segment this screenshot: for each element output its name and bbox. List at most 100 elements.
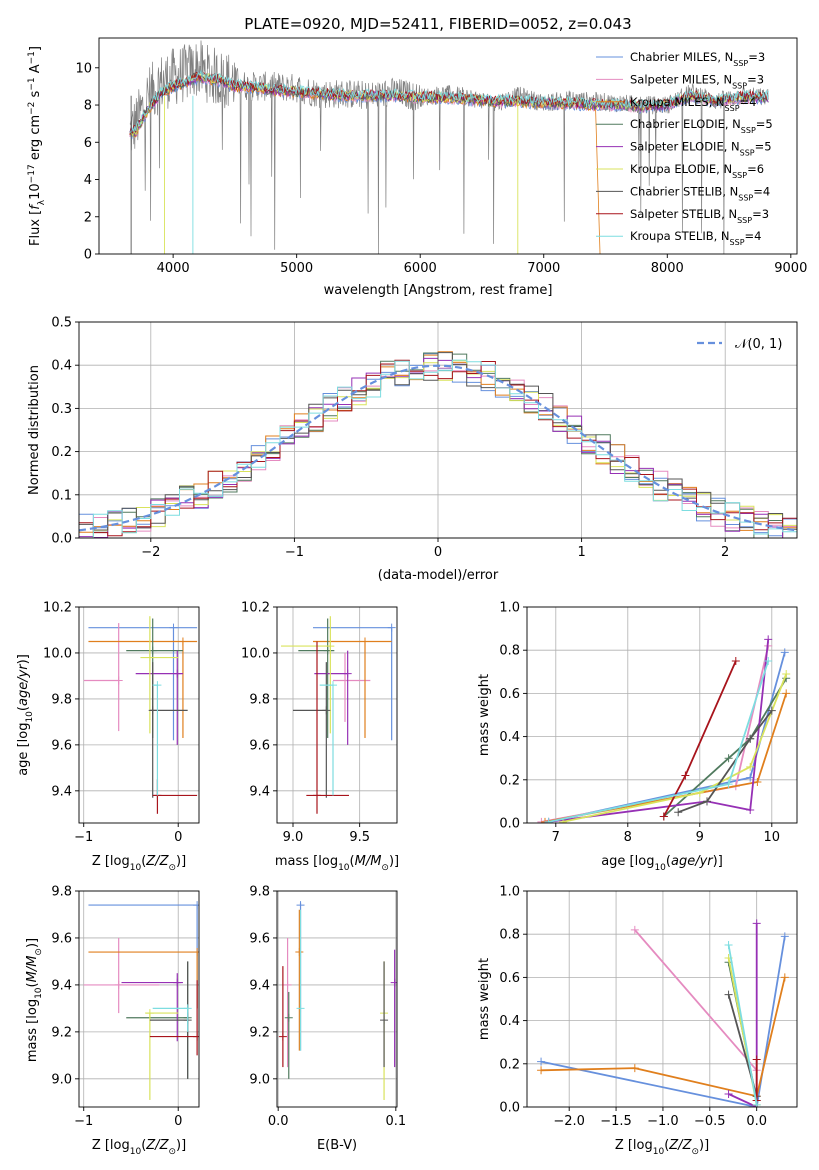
x-tick-label: 9	[696, 830, 704, 845]
weight-marker	[724, 1090, 733, 1099]
label-part: ⊙	[34, 948, 44, 956]
data-point	[148, 706, 157, 715]
y-axis-label: mass weight	[477, 674, 492, 756]
data-point	[169, 623, 178, 632]
legend-subscript: SSP	[730, 238, 745, 247]
x-tick-label: 0	[434, 545, 442, 560]
weight-marker	[752, 1055, 761, 1064]
axes-frame	[78, 890, 200, 1108]
weight-marker	[674, 808, 683, 817]
data-point	[114, 980, 123, 989]
label-part: −1	[27, 77, 37, 90]
label-part: 10	[25, 711, 35, 723]
x-tick-label: 5000	[280, 261, 313, 276]
weight-marker	[752, 919, 761, 928]
legend-entry: 𝒩(0, 1)	[735, 337, 782, 352]
legend-count: =3	[752, 207, 769, 221]
weight-marker	[753, 777, 762, 786]
plot-area	[79, 351, 797, 538]
label-part: M/M	[25, 956, 40, 983]
age-axis-label: age [log10(age/yr)]	[16, 654, 35, 776]
legend-entry: Salpeter STELIB, NSSP=3	[630, 207, 769, 225]
plot-area	[83, 616, 198, 814]
label-part: Z [log	[92, 854, 130, 869]
weight-marker	[764, 657, 773, 665]
legend-entry: Salpeter MILES, NSSP=3	[630, 72, 764, 90]
y-tick-label: 0.4	[499, 1014, 520, 1029]
legend-count: =5	[755, 140, 772, 154]
metallicity-axis-label: Z [log10(Z/Z⊙)]	[615, 1138, 709, 1157]
data-point	[284, 1013, 293, 1022]
legend-count: =3	[747, 72, 764, 86]
weight-marker	[703, 797, 711, 806]
label-part: ⊙	[168, 1147, 176, 1157]
x-tick-label: −1.5	[600, 1114, 632, 1129]
age-axis-label: age [log10(age/yr)]	[601, 854, 723, 873]
data-point	[329, 681, 337, 690]
y-tick-label: 9.2	[249, 1025, 270, 1040]
y-tick-label: 1.0	[499, 601, 520, 616]
plot-area	[278, 901, 397, 1100]
data-point	[380, 1016, 389, 1025]
legend-entry: Kroupa MILES, NSSP=4	[630, 95, 756, 113]
legend-entry: Chabrier ELODIE, NSSP=5	[630, 117, 773, 135]
x-tick-label: −1	[285, 545, 304, 560]
label-part: 10	[338, 863, 350, 873]
legend-entry: Kroupa ELODIE, NSSP=6	[630, 162, 764, 180]
plot-area	[281, 616, 396, 814]
label-part: Z [log	[92, 1138, 130, 1153]
x-tick-label: 6000	[404, 261, 437, 276]
y-tick-label: 2	[84, 210, 92, 225]
y-tick-label: 9.6	[249, 738, 270, 753]
weight-line	[548, 639, 770, 823]
y-tick-label: 9.2	[51, 1025, 72, 1040]
y-tick-label: 9.8	[249, 885, 270, 900]
plot-area	[129, 40, 769, 254]
axes-frame	[526, 606, 798, 824]
data-point	[387, 623, 396, 632]
weight-line	[540, 936, 786, 1107]
label-part: ]	[28, 46, 43, 51]
label-part: (	[664, 1138, 669, 1153]
y-tick-label: 0.1	[51, 488, 72, 503]
x-tick-label: 9000	[774, 261, 807, 276]
legend-entry: Salpeter ELODIE, NSSP=5	[630, 140, 772, 158]
legend-count: =4	[745, 229, 762, 243]
label-part: age/yr	[16, 663, 31, 706]
label-part: Z [log	[615, 1138, 653, 1153]
label-part: )]	[713, 854, 723, 869]
label-part: )]	[16, 654, 31, 664]
y-tick-label: 9.4	[249, 978, 270, 993]
weight-marker	[537, 1066, 546, 1075]
label-part: Z/Z	[145, 1138, 169, 1153]
x-tick-label: 10	[764, 830, 781, 845]
axes-frame	[276, 606, 398, 824]
axes-frame	[276, 890, 398, 1108]
x-tick-label: 8000	[651, 261, 684, 276]
x-tick-label: 7000	[527, 261, 560, 276]
legend-series-name: Kroupa STELIB, N	[630, 229, 730, 243]
data-point	[361, 637, 369, 646]
x-tick-label: 9.0	[283, 830, 304, 845]
y-tick-label: 0.0	[51, 532, 72, 547]
plot-area	[537, 635, 791, 823]
legend-count: =5	[756, 117, 773, 131]
model-spectrum-kroupa-stelib	[129, 69, 769, 134]
plot-area	[537, 919, 789, 1107]
label-part: Z/Z	[145, 854, 169, 869]
y-tick-label: 0.6	[499, 687, 520, 702]
label-part: )]	[25, 938, 40, 948]
x-tick-label: 0	[174, 1114, 182, 1129]
weight-marker	[746, 762, 755, 771]
data-point	[178, 637, 187, 646]
data-point	[173, 978, 182, 987]
legend-series-name: Kroupa ELODIE, N	[630, 162, 732, 176]
label-part: −1	[27, 51, 37, 64]
y-tick-label: 8	[84, 99, 92, 114]
label-part: age [log	[601, 854, 654, 869]
label-part: 10	[654, 863, 666, 873]
y-tick-label: 9.6	[51, 738, 72, 753]
x-tick-label: 7	[552, 830, 560, 845]
label-part: 10	[653, 1147, 665, 1157]
